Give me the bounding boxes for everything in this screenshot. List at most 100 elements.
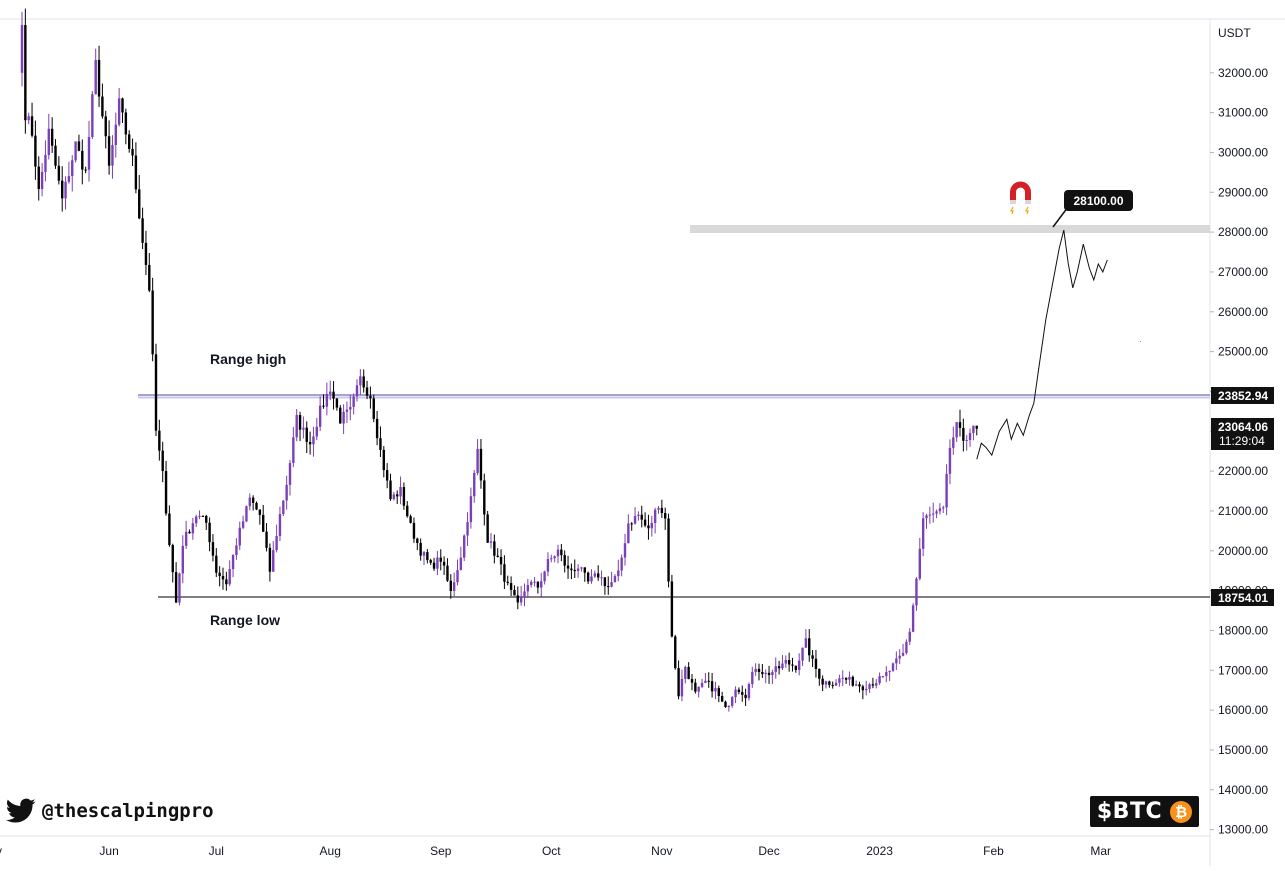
candle-body (580, 567, 583, 569)
candle-body (838, 678, 841, 683)
time-axis[interactable]: Jun Jul Aug Sep Oct Nov Dec 2023 Feb Mar y (0, 844, 1111, 858)
candle (476, 439, 479, 476)
candle-body (570, 568, 573, 571)
candle (473, 470, 476, 503)
candle-body (449, 580, 452, 591)
candle-body (553, 556, 556, 559)
ticker-badge: $BTC ₿ (1090, 796, 1199, 827)
candle-body (727, 705, 731, 708)
candle-body (774, 666, 777, 672)
candle (107, 120, 111, 175)
candle (201, 515, 205, 517)
candle (181, 535, 184, 584)
range-low-price-text: 18754.01 (1218, 591, 1268, 605)
candle (389, 473, 392, 502)
candle-body (563, 555, 566, 566)
candle-body (385, 470, 389, 481)
candle (493, 534, 496, 564)
candle (670, 574, 674, 638)
candle-body (811, 655, 814, 659)
candle-body (932, 513, 935, 515)
candle-body (225, 579, 228, 585)
price-tick-label: 22000.00 (1218, 464, 1268, 478)
candle-body (107, 136, 111, 166)
candle (77, 134, 81, 152)
candle-body (198, 515, 201, 517)
candle-body (895, 658, 898, 664)
candle (272, 541, 275, 572)
resistance-zone (690, 225, 1210, 233)
candle (566, 555, 570, 579)
candle-body (409, 516, 412, 523)
candle-body (955, 422, 958, 438)
candle-body (607, 586, 610, 588)
candle (101, 83, 104, 119)
candle (667, 513, 670, 588)
candle (198, 510, 201, 520)
candle-body (965, 439, 968, 441)
candle (707, 672, 710, 688)
candle (211, 534, 215, 562)
candle (20, 11, 24, 87)
candle-body (697, 686, 700, 692)
candle-body (268, 547, 272, 572)
candle (727, 705, 731, 712)
candle (637, 511, 640, 521)
price-tick-label: 18000.00 (1218, 623, 1268, 637)
candle-body (114, 124, 117, 146)
price-tick-label: 21000.00 (1218, 504, 1268, 518)
candle (573, 559, 576, 578)
candle (138, 175, 141, 220)
candle (205, 514, 208, 531)
candle-body (94, 59, 97, 95)
candle (422, 550, 426, 565)
candle (416, 537, 419, 551)
candle (932, 502, 935, 523)
candle (764, 669, 767, 684)
candle-body (141, 218, 144, 243)
candle (677, 660, 680, 700)
candle (432, 557, 436, 571)
candle (248, 493, 251, 511)
candle-body (717, 688, 720, 697)
candle-body (543, 571, 546, 582)
candle-body (195, 516, 198, 524)
candle-body (643, 519, 647, 526)
time-tick-label: Mar (1090, 844, 1111, 858)
candle-body (831, 684, 834, 686)
candle (114, 112, 117, 158)
candle-body (600, 577, 603, 579)
candle (965, 434, 968, 451)
price-axis[interactable]: 13000.00 14000.00 15000.00 16000.00 17000.00… (1210, 66, 1268, 837)
candle-body (262, 514, 265, 532)
candle-body (945, 473, 948, 508)
candle (513, 585, 516, 596)
candle-body (20, 24, 24, 73)
candle-body (908, 631, 911, 642)
candle (878, 672, 881, 685)
candle-body (824, 681, 828, 685)
candle-body (469, 496, 473, 523)
candle-body (854, 684, 858, 686)
candle (24, 8, 27, 134)
candle-body (164, 471, 168, 514)
candle (191, 517, 195, 540)
candle-body (429, 560, 432, 563)
candle (439, 549, 442, 571)
magnet-icon (1010, 181, 1031, 215)
range-high-price-tag (1211, 387, 1274, 404)
candle (734, 686, 737, 704)
candle-body (503, 564, 506, 582)
candle (288, 459, 292, 496)
candle-body (787, 660, 791, 665)
candle-body (637, 514, 640, 516)
candle-body (546, 559, 550, 572)
candle-body (690, 679, 694, 683)
candle-body (128, 134, 131, 149)
candle (456, 559, 459, 586)
current-price-tag (1211, 418, 1274, 450)
candle (30, 102, 34, 138)
candle-body (305, 427, 308, 442)
candle-body (664, 513, 667, 519)
price-tick-label: 28000.00 (1218, 225, 1268, 239)
